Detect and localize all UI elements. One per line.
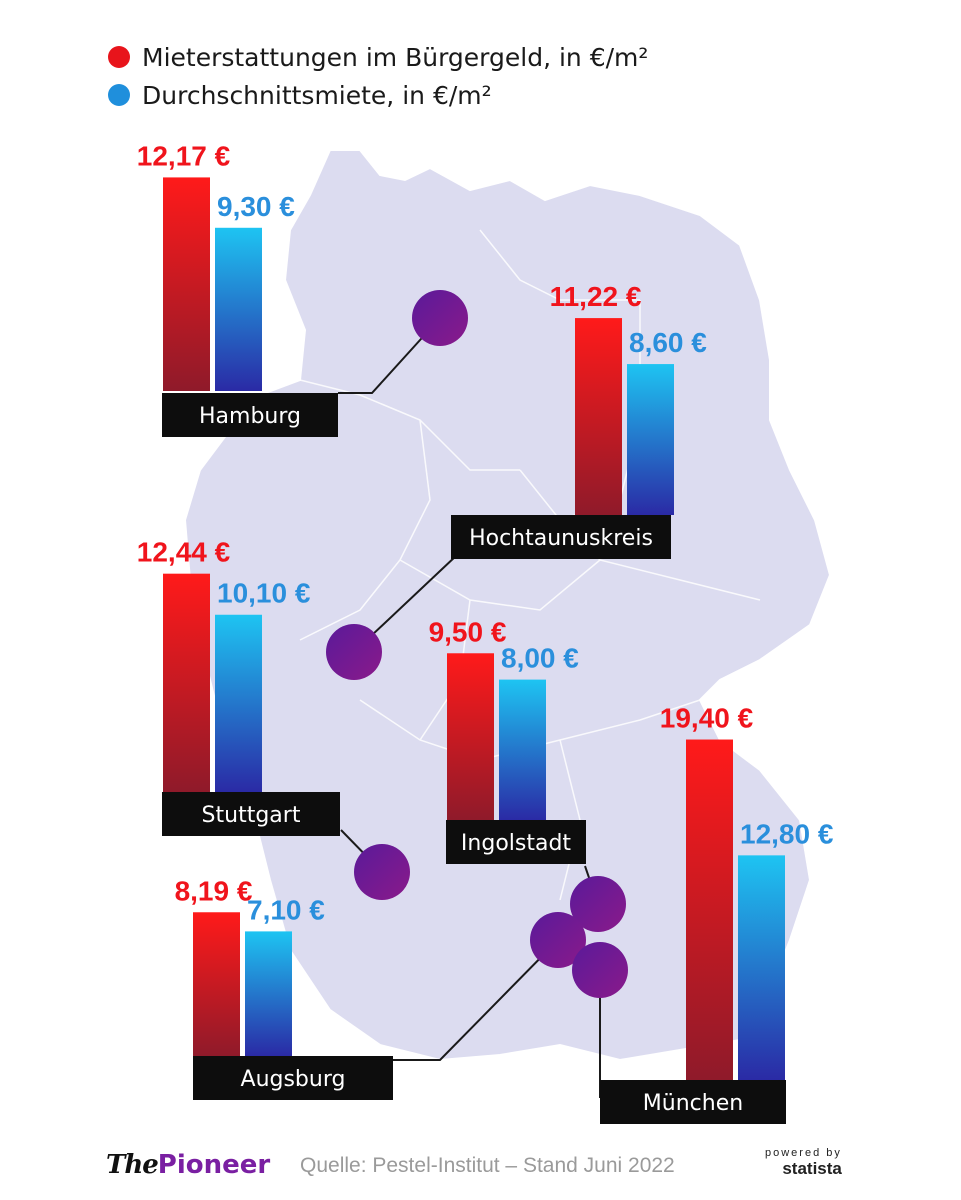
value-label-stuttgart-avg-rent: 10,10 €: [217, 578, 311, 609]
brand-the: The: [106, 1150, 159, 1180]
marker-ingolstadt: [570, 876, 626, 932]
bar-groups: 12,17 € 9,30 € Hamburg 11,22 € 8,60 € Hochtau…: [137, 140, 834, 1124]
city-box-hamburg: [162, 393, 338, 437]
powered-by-text: powered by: [765, 1147, 842, 1159]
city-box-hochtaunuskreis: [451, 515, 671, 559]
statista-logo: powered by statista: [765, 1147, 842, 1179]
value-label-muenchen-avg-rent: 12,80 €: [740, 818, 834, 849]
source-note: Quelle: Pestel-Institut – Stand Juni 202…: [300, 1154, 675, 1177]
city-name-muenchen: München: [643, 1091, 743, 1116]
bar-hamburg-refund: [163, 177, 210, 391]
legend-dot-blue: [108, 84, 130, 106]
value-label-stuttgart-refund: 12,44 €: [137, 537, 231, 568]
bar-hamburg-avg-rent: [215, 227, 262, 391]
value-label-augsburg-avg-rent: 7,10 €: [247, 894, 325, 925]
bar-stuttgart-refund: [163, 573, 210, 792]
city-name-hamburg: Hamburg: [199, 404, 301, 429]
value-label-augsburg-refund: 8,19 €: [175, 875, 253, 906]
city-name-ingolstadt: Ingolstadt: [461, 831, 572, 856]
bar-hochtaunuskreis-refund: [575, 318, 622, 515]
city-name-augsburg: Augsburg: [241, 1067, 346, 1092]
city-markers: [326, 290, 628, 998]
brand-logo: ThePioneer: [106, 1150, 270, 1180]
city-box-muenchen: [600, 1080, 786, 1124]
legend-label-refund: Mieterstattungen im Bürgergeld, in €/m²: [142, 42, 649, 72]
marker-hamburg: [412, 290, 468, 346]
value-label-hochtaunuskreis-avg-rent: 8,60 €: [629, 327, 707, 358]
city-box-augsburg: [193, 1056, 393, 1100]
bar-ingolstadt-refund: [447, 653, 494, 820]
value-label-ingolstadt-avg-rent: 8,00 €: [501, 643, 579, 674]
legend-dot-red: [108, 46, 130, 68]
connector-augsburg: [393, 939, 559, 1061]
brand-pioneer: Pioneer: [157, 1150, 271, 1180]
legend-label-avg-rent: Durchschnittsmiete, in €/m²: [142, 80, 492, 110]
value-label-ingolstadt-refund: 9,50 €: [429, 616, 507, 647]
bar-stuttgart-avg-rent: [215, 614, 262, 792]
marker-hochtaunuskreis: [326, 624, 382, 680]
connector-hamburg: [338, 317, 441, 394]
legend-item-avg-rent: Durchschnittsmiete, in €/m²: [108, 76, 648, 114]
bar-muenchen-refund: [686, 739, 733, 1080]
legend: Mieterstattungen im Bürgergeld, in €/m² …: [108, 38, 648, 114]
city-box-stuttgart: [162, 792, 340, 836]
city-box-ingolstadt: [446, 820, 586, 864]
city-name-hochtaunuskreis: Hochtaunuskreis: [469, 526, 653, 551]
marker-muenchen: [572, 942, 628, 998]
statista-name: statista: [782, 1159, 842, 1178]
city-name-stuttgart: Stuttgart: [202, 803, 301, 828]
bar-augsburg-refund: [193, 912, 240, 1056]
value-label-muenchen-refund: 19,40 €: [660, 703, 754, 734]
bar-ingolstadt-avg-rent: [499, 679, 546, 820]
marker-stuttgart: [354, 844, 410, 900]
bar-hochtaunuskreis-avg-rent: [627, 364, 674, 515]
value-label-hochtaunuskreis-refund: 11,22 €: [550, 281, 642, 312]
bar-augsburg-avg-rent: [245, 931, 292, 1056]
legend-item-refund: Mieterstattungen im Bürgergeld, in €/m²: [108, 38, 648, 76]
bar-muenchen-avg-rent: [738, 855, 785, 1080]
value-label-hamburg-avg-rent: 9,30 €: [217, 191, 295, 222]
value-label-hamburg-refund: 12,17 €: [137, 140, 231, 171]
marker-augsburg: [530, 912, 586, 968]
